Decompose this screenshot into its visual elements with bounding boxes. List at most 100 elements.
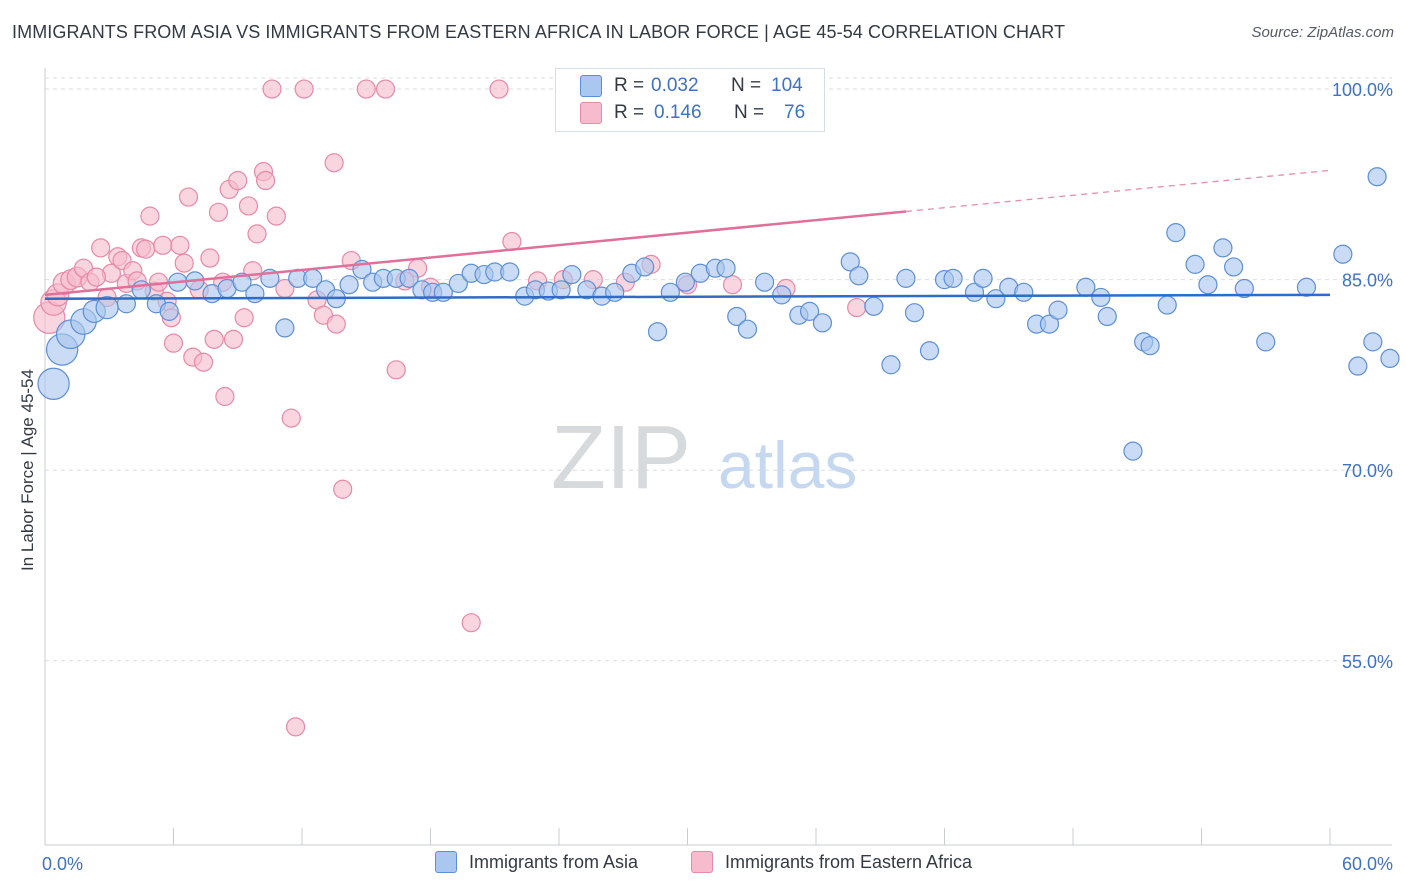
y-tick-label: 70.0% [1342, 461, 1393, 481]
legend-swatch-asia [580, 75, 602, 97]
point-asia [399, 268, 419, 288]
point-africa [153, 235, 173, 255]
point-africa [266, 206, 286, 226]
point-asia [1091, 287, 1111, 308]
point-asia [864, 296, 884, 316]
point-asia [737, 319, 758, 339]
legend-n-value-asia: 104 [771, 75, 803, 96]
x-tick-label-min: 0.0% [42, 854, 83, 874]
series-africa-points [33, 79, 867, 737]
correlation-legend: R = 0.032 N = 104 R = 0.146 N = 76 [555, 68, 825, 132]
point-asia [904, 303, 925, 323]
point-africa [208, 202, 229, 222]
point-asia [131, 280, 151, 300]
point-asia [1140, 336, 1160, 356]
point-asia [943, 268, 963, 288]
point-africa [200, 248, 220, 268]
point-asia [1039, 314, 1060, 334]
point-asia [1157, 295, 1177, 315]
point-asia [1367, 167, 1387, 187]
point-africa [324, 153, 344, 173]
legend-r-value-asia: 0.032 [651, 75, 699, 96]
legend-n-label-africa: N = [734, 102, 765, 123]
point-asia [275, 318, 295, 338]
point-africa [204, 329, 224, 349]
legend-swatch-asia-bottom [435, 851, 457, 873]
point-africa [228, 170, 248, 191]
point-asia [1198, 275, 1218, 295]
point-africa [722, 275, 743, 295]
trend-lines [44, 169, 1331, 300]
point-africa [86, 267, 107, 287]
point-asia [159, 301, 179, 321]
point-africa [247, 224, 267, 244]
point-asia [1166, 223, 1186, 243]
point-asia [849, 266, 869, 286]
point-africa [136, 239, 156, 259]
gridlines [45, 77, 1392, 662]
y-tick-label: 100.0% [1332, 80, 1393, 100]
legend-swatch-africa [580, 102, 602, 124]
point-africa [174, 253, 194, 273]
y-tick-label: 85.0% [1342, 271, 1393, 291]
point-asia [1097, 306, 1117, 327]
point-asia [37, 367, 70, 400]
point-asia [1224, 257, 1244, 277]
point-asia [1380, 348, 1400, 369]
point-africa [238, 196, 259, 216]
point-asia [562, 264, 582, 285]
point-asia [754, 272, 775, 292]
point-africa [170, 235, 190, 255]
point-asia [1234, 278, 1254, 299]
point-africa [281, 408, 301, 428]
point-asia [245, 284, 265, 304]
point-asia [675, 272, 695, 292]
tick-labels: 55.0% 70.0% 85.0% 100.0% 0.0% 60.0% [42, 80, 1393, 874]
point-asia [973, 268, 993, 288]
point-asia [1348, 356, 1368, 376]
point-asia [95, 295, 119, 320]
point-africa [262, 79, 282, 99]
point-africa [333, 479, 353, 499]
axes [44, 68, 1392, 846]
point-asia [635, 257, 655, 277]
point-asia [1123, 441, 1143, 461]
point-asia [986, 289, 1006, 309]
legend-swatch-africa-bottom [691, 851, 713, 873]
point-asia [919, 341, 940, 361]
legend-r-label-asia: R = [614, 75, 645, 96]
point-africa [356, 79, 376, 99]
legend-n-label-asia: N = [731, 75, 762, 96]
point-asia [1333, 244, 1353, 264]
trend-line-africa [44, 210, 907, 297]
point-africa [215, 386, 235, 407]
point-asia [339, 275, 359, 295]
legend-item-asia[interactable]: Immigrants from Asia [435, 851, 638, 873]
watermark: ZIP atlas [551, 408, 857, 508]
legend-item-africa[interactable]: Immigrants from Eastern Africa [691, 851, 972, 873]
point-africa [140, 206, 160, 226]
point-asia [1185, 254, 1205, 274]
point-africa [285, 717, 306, 737]
watermark-zip: ZIP [551, 408, 691, 508]
legend-row-asia: R = 0.032 N = 104 [580, 74, 803, 98]
point-africa [489, 79, 509, 99]
point-asia [500, 262, 520, 282]
point-africa [847, 297, 867, 318]
point-africa [91, 238, 111, 258]
point-asia [1363, 332, 1383, 352]
point-asia [1256, 332, 1276, 352]
x-tick-label-max: 60.0% [1342, 854, 1393, 874]
source-credit: Source: ZipAtlas.com [1251, 24, 1394, 41]
point-asia [647, 322, 668, 342]
point-africa [193, 352, 214, 372]
point-asia [716, 258, 736, 278]
point-asia [1014, 282, 1034, 302]
legend-r-label-africa: R = [614, 102, 645, 123]
point-africa [461, 613, 481, 633]
series-legend: Immigrants from Asia Immigrants from Eas… [0, 851, 1406, 877]
point-asia [1048, 300, 1068, 320]
point-asia [812, 313, 833, 333]
y-tick-label: 55.0% [1342, 652, 1393, 672]
